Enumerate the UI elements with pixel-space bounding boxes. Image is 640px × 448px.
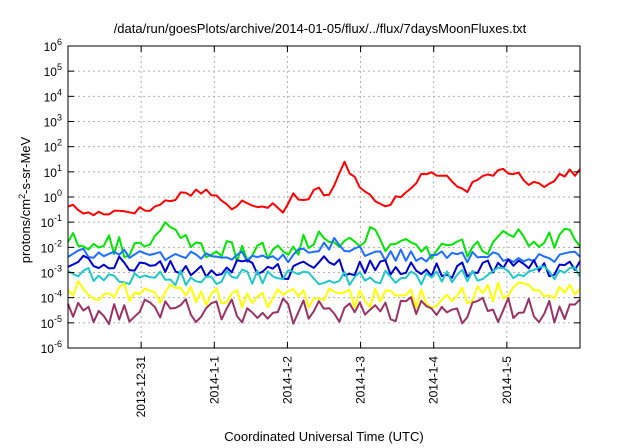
y-tick-label: 10-4 [41, 289, 62, 306]
series-layer [67, 160, 581, 326]
series-line-5 [67, 280, 581, 309]
y-tick-base: 10 [44, 90, 58, 104]
series-line-6 [67, 296, 581, 326]
y-tick-label: 10-3 [41, 264, 62, 281]
y-axis-title-sup: 2 [17, 194, 27, 199]
y-tick-exponent: -2 [54, 238, 62, 248]
series-line-2 [67, 236, 581, 264]
y-tick-base: 10 [41, 317, 55, 331]
y-tick-base: 10 [44, 65, 58, 79]
y-tick-label: 101 [44, 163, 62, 180]
y-tick-exponent: -4 [54, 289, 62, 299]
y-tick-label: 100 [44, 188, 62, 205]
x-tick-label: 2014-1-3 [354, 356, 368, 404]
chart-title: /data/run/goesPlots/archive/2014-01-05/f… [114, 21, 527, 36]
y-tick-exponent: 0 [57, 188, 62, 198]
y-tick-base: 10 [41, 241, 55, 255]
y-axis: 10-610-510-410-310-210-11001011021031041… [41, 37, 580, 356]
y-tick-exponent: -3 [54, 264, 62, 274]
y-tick-exponent: 6 [57, 37, 62, 47]
y-tick-base: 10 [44, 40, 58, 54]
y-tick-exponent: -6 [54, 339, 62, 349]
x-axis: 2013-12-31 2014-1-1 2014-1-2 2014-1-3 2014-1… [134, 46, 514, 417]
y-axis-title: protons/cm2-s-sr-MeV [17, 136, 33, 263]
y-tick-exponent: 5 [57, 62, 62, 72]
grid [68, 46, 580, 348]
x-tick-label: 2013-12-31 [134, 356, 148, 418]
y-tick-exponent: -5 [54, 314, 62, 324]
y-tick-label: 10-5 [41, 314, 62, 331]
y-tick-label: 103 [44, 113, 62, 130]
y-tick-label: 10-2 [41, 238, 62, 255]
series-line-4 [67, 265, 581, 287]
y-axis-title-post: -s-sr-MeV [18, 136, 33, 193]
y-tick-exponent: 2 [57, 138, 62, 148]
y-tick-label: 10-1 [41, 213, 62, 230]
y-tick-base: 10 [41, 292, 55, 306]
y-axis-title-pre: protons/cm [18, 199, 33, 263]
x-tick-label: 2014-1-4 [427, 356, 441, 404]
y-tick-base: 10 [44, 141, 58, 155]
y-tick-label: 106 [44, 37, 62, 54]
x-tick-label: 2014-1-2 [280, 356, 294, 404]
y-tick-exponent: 3 [57, 113, 62, 123]
series-line-1 [67, 221, 581, 263]
y-tick-base: 10 [41, 342, 55, 356]
y-tick-exponent: -1 [54, 213, 62, 223]
x-tick-label: 2014-1-1 [207, 356, 221, 404]
y-tick-label: 102 [44, 138, 62, 155]
y-tick-exponent: 4 [57, 87, 62, 97]
y-tick-base: 10 [41, 216, 55, 230]
y-tick-label: 104 [44, 87, 62, 104]
y-tick-exponent: 1 [57, 163, 62, 173]
y-tick-base: 10 [44, 166, 58, 180]
y-tick-label: 10-6 [41, 339, 62, 356]
x-tick-label: 2014-1-5 [500, 356, 514, 404]
x-axis-title: Coordinated Universal Time (UTC) [224, 429, 423, 444]
series-line-0 [67, 160, 581, 217]
y-tick-base: 10 [41, 267, 55, 281]
y-tick-label: 105 [44, 62, 62, 79]
y-tick-base: 10 [44, 116, 58, 130]
y-tick-base: 10 [44, 191, 58, 205]
